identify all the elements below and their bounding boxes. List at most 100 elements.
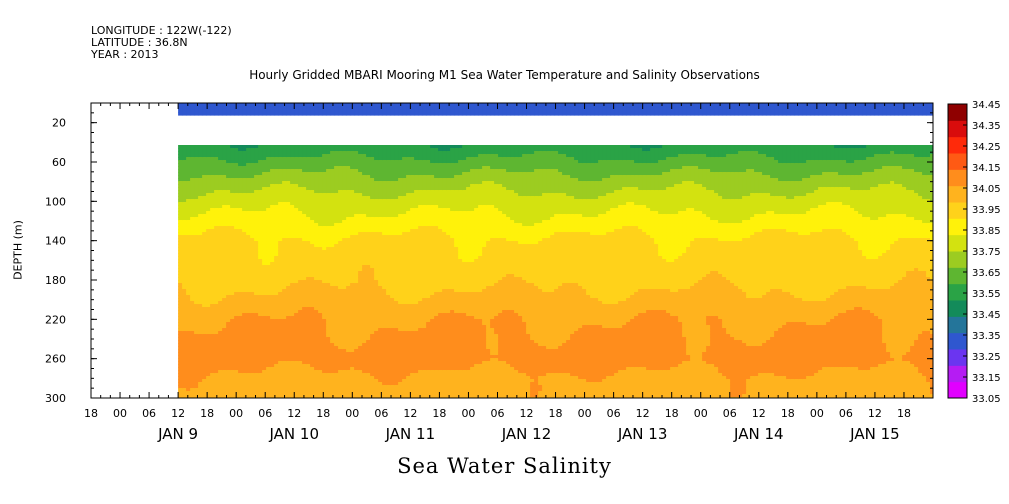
heatmap-cell [254, 322, 259, 326]
heatmap-cell [242, 217, 247, 221]
heatmap-cell [190, 262, 195, 266]
heatmap-cell [306, 292, 311, 296]
heatmap-cell [390, 352, 395, 356]
heatmap-cell [194, 277, 199, 281]
heatmap-cell [290, 358, 295, 362]
heatmap-cell [298, 259, 303, 263]
heatmap-cell [182, 379, 187, 383]
heatmap-cell [226, 385, 231, 389]
heatmap-cell [214, 274, 219, 278]
heatmap-cell [218, 265, 223, 269]
heatmap-cell [382, 181, 387, 185]
heatmap-cell [398, 337, 403, 341]
heatmap-cell [234, 316, 239, 320]
heatmap-cell [358, 313, 363, 317]
heatmap-cell [266, 340, 271, 344]
heatmap-cell [250, 355, 255, 359]
heatmap-cell [246, 106, 251, 110]
heatmap-cell [270, 364, 275, 368]
heatmap-cell [266, 247, 271, 251]
heatmap-cell [266, 145, 271, 149]
heatmap-cell [294, 262, 299, 266]
heatmap-cell [394, 340, 399, 344]
heatmap-cell [234, 289, 239, 293]
heatmap-cell [326, 265, 331, 269]
heatmap-cell [326, 235, 331, 239]
heatmap-cell [342, 226, 347, 230]
heatmap-cell [350, 358, 355, 362]
heatmap-cell [302, 199, 307, 203]
heatmap-cell [270, 352, 275, 356]
heatmap-cell [226, 172, 231, 176]
heatmap-cell [398, 289, 403, 293]
heatmap-cell [222, 268, 227, 272]
heatmap-cell [278, 307, 283, 311]
heatmap-cell [250, 307, 255, 311]
heatmap-cell [214, 238, 219, 242]
heatmap-cell [398, 148, 403, 152]
heatmap-cell [266, 211, 271, 215]
heatmap-cell [246, 355, 251, 359]
heatmap-cell [306, 172, 311, 176]
heatmap-cell [234, 358, 239, 362]
heatmap-cell [370, 355, 375, 359]
heatmap-cell [358, 262, 363, 266]
heatmap-cell [294, 298, 299, 302]
heatmap-cell [258, 391, 263, 395]
heatmap-cell [194, 103, 199, 107]
heatmap-cell [258, 331, 263, 335]
heatmap-cell [182, 304, 187, 308]
heatmap-cell [278, 289, 283, 293]
heatmap-cell [378, 268, 383, 272]
heatmap-cell [354, 313, 359, 317]
heatmap-cell [362, 280, 367, 284]
heatmap-cell [374, 220, 379, 224]
heatmap-cell [302, 313, 307, 317]
heatmap-cell [322, 337, 327, 341]
heatmap-cell [290, 235, 295, 239]
heatmap-cell [202, 250, 207, 254]
heatmap-cell [346, 358, 351, 362]
heatmap-cell [362, 337, 367, 341]
heatmap-cell [298, 241, 303, 245]
heatmap-cell [234, 217, 239, 221]
heatmap-cell [274, 193, 279, 197]
heatmap-cell [322, 367, 327, 371]
heatmap-cell [182, 283, 187, 287]
heatmap-cell [278, 388, 283, 392]
heatmap-cell [246, 313, 251, 317]
heatmap-cell [266, 367, 271, 371]
heatmap-cell [346, 259, 351, 263]
heatmap-cell [202, 379, 207, 383]
heatmap-cell [358, 388, 363, 392]
heatmap-cell [366, 304, 371, 308]
heatmap-cell [238, 199, 243, 203]
heatmap-cell [322, 193, 327, 197]
heatmap-cell [390, 205, 395, 209]
heatmap-cell [298, 379, 303, 383]
heatmap-cell [282, 205, 287, 209]
heatmap-cell [274, 163, 279, 167]
heatmap-cell [198, 244, 203, 248]
heatmap-cell [346, 184, 351, 188]
heatmap-cell [358, 301, 363, 305]
heatmap-cell [202, 184, 207, 188]
heatmap-cell [306, 364, 311, 368]
heatmap-cell [274, 352, 279, 356]
heatmap-cell [198, 388, 203, 392]
heatmap-cell [202, 109, 207, 113]
heatmap-cell [210, 148, 215, 152]
heatmap-cell [194, 340, 199, 344]
heatmap-cell [262, 199, 267, 203]
heatmap-cell [242, 334, 247, 338]
heatmap-cell [274, 316, 279, 320]
heatmap-cell [186, 112, 191, 116]
heatmap-cell [202, 340, 207, 344]
heatmap-cell [390, 289, 395, 293]
heatmap-cell [374, 292, 379, 296]
heatmap-cell [326, 187, 331, 191]
heatmap-cell [322, 232, 327, 236]
heatmap-cell [214, 316, 219, 320]
heatmap-cell [346, 364, 351, 368]
heatmap-cell [386, 232, 391, 236]
